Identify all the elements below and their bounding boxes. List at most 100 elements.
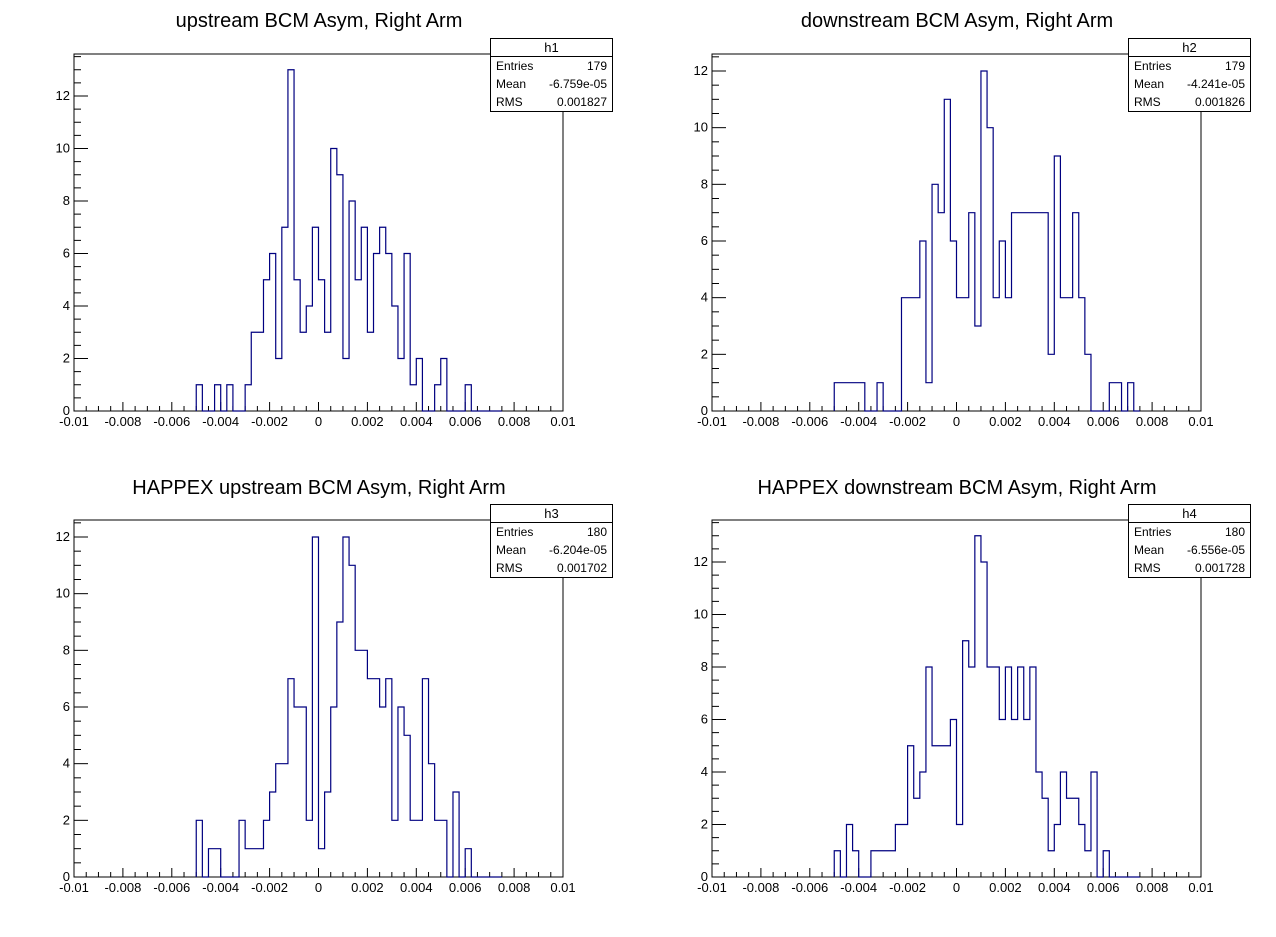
stats-row-mean: Mean -4.241e-05 bbox=[1129, 75, 1250, 93]
histogram-bin bbox=[1012, 720, 1018, 878]
histogram-bin bbox=[349, 565, 355, 877]
y-tick-label: 2 bbox=[63, 351, 70, 366]
histogram-bin bbox=[1018, 213, 1024, 411]
histogram-bin bbox=[1060, 772, 1066, 877]
x-tick-label: -0.004 bbox=[202, 880, 239, 895]
histogram-bin bbox=[1054, 825, 1060, 878]
stats-box: h4 Entries 180 Mean -6.556e-05 RMS 0.001728 bbox=[1128, 504, 1251, 578]
stats-value: 179 bbox=[1224, 59, 1245, 73]
histogram-bin bbox=[1030, 667, 1036, 877]
stats-box-name: h3 bbox=[491, 505, 612, 523]
histogram-bin bbox=[416, 820, 422, 877]
stats-row-rms: RMS 0.001827 bbox=[491, 93, 612, 111]
stats-value: 0.001728 bbox=[1194, 561, 1245, 575]
histogram-bin bbox=[422, 679, 428, 877]
x-tick-label: 0 bbox=[315, 414, 322, 429]
histogram-bin bbox=[355, 280, 361, 411]
stats-row-rms: RMS 0.001702 bbox=[491, 559, 612, 577]
histogram-bin bbox=[386, 679, 392, 877]
histogram-bin bbox=[196, 820, 202, 877]
histogram-bin bbox=[270, 792, 276, 877]
histogram-bin bbox=[343, 537, 349, 877]
stats-value: -6.759e-05 bbox=[548, 77, 607, 91]
stats-box-name: h2 bbox=[1129, 39, 1250, 57]
histogram-bin bbox=[987, 667, 993, 877]
y-tick-label: 10 bbox=[694, 607, 708, 622]
x-tick-label: 0.008 bbox=[1136, 414, 1169, 429]
y-tick-label: 8 bbox=[701, 176, 708, 191]
histogram-bin bbox=[957, 825, 963, 878]
x-tick-label: 0.01 bbox=[1188, 414, 1213, 429]
histogram-bin bbox=[975, 536, 981, 877]
y-tick-label: 6 bbox=[701, 233, 708, 248]
histogram-bin bbox=[410, 385, 416, 411]
histogram-bin bbox=[367, 679, 373, 877]
x-tick-label: 0.002 bbox=[351, 880, 384, 895]
y-tick-label: 10 bbox=[694, 120, 708, 135]
x-tick-label: 0.004 bbox=[400, 880, 433, 895]
histogram-bin bbox=[846, 825, 852, 878]
histogram-bin bbox=[355, 650, 361, 877]
y-tick-label: 0 bbox=[701, 869, 708, 884]
stats-label: Mean bbox=[1134, 543, 1165, 557]
y-tick-label: 4 bbox=[701, 290, 708, 305]
histogram-bin bbox=[227, 385, 233, 411]
x-tick-label: -0.006 bbox=[791, 414, 828, 429]
histogram-bin bbox=[453, 792, 459, 877]
histogram-bin bbox=[950, 241, 956, 411]
histogram-title: upstream BCM Asym, Right Arm bbox=[175, 10, 463, 32]
histogram-bin bbox=[288, 70, 294, 411]
histogram-bin bbox=[300, 332, 306, 411]
x-tick-label: 0.006 bbox=[449, 880, 482, 895]
histogram-bin bbox=[245, 849, 251, 877]
histogram-bin bbox=[1005, 298, 1011, 411]
histogram-bin bbox=[465, 849, 471, 877]
histogram-bin bbox=[871, 851, 877, 877]
histogram-bin bbox=[1085, 354, 1091, 411]
histogram-pad-h3: -0.01 -0.008 -0.006 -0.004 -0.002 0 0.002 0.004… bbox=[56, 519, 576, 895]
histogram-bin bbox=[331, 149, 337, 412]
histogram-bin bbox=[901, 825, 907, 878]
stats-box-name: h1 bbox=[491, 39, 612, 57]
stats-label: RMS bbox=[496, 95, 523, 109]
x-tick-label: 0.002 bbox=[351, 414, 384, 429]
stats-row-entries: Entries 180 bbox=[491, 523, 612, 541]
x-tick-label: -0.004 bbox=[202, 414, 239, 429]
histogram-bin bbox=[276, 764, 282, 877]
histogram-bin bbox=[926, 667, 932, 877]
histogram-line bbox=[833, 70, 1140, 412]
histogram-bin bbox=[312, 537, 318, 877]
histogram-bin bbox=[239, 820, 245, 877]
histogram-bin bbox=[1048, 851, 1054, 877]
histogram-bin bbox=[331, 707, 337, 877]
stats-row-rms: RMS 0.001826 bbox=[1129, 93, 1250, 111]
histogram-bin bbox=[877, 851, 883, 877]
stats-label: RMS bbox=[1134, 95, 1161, 109]
histogram-bin bbox=[963, 641, 969, 877]
x-tick-label: 0.008 bbox=[1136, 880, 1169, 895]
y-tick-label: 4 bbox=[63, 298, 70, 313]
stats-row-entries: Entries 179 bbox=[491, 57, 612, 75]
x-tick-label: 0 bbox=[315, 880, 322, 895]
y-tick-label: 8 bbox=[63, 193, 70, 208]
histogram-bin bbox=[251, 849, 257, 877]
histogram-pad-h1: -0.01 -0.008 -0.006 -0.004 -0.002 0 0.002 0.004… bbox=[56, 53, 576, 429]
histogram-bin bbox=[908, 746, 914, 877]
histogram-pad-h2: -0.01 -0.008 -0.006 -0.004 -0.002 0 0.002 0.004… bbox=[694, 53, 1214, 429]
histogram-bin bbox=[441, 820, 447, 877]
histogram-bin bbox=[300, 707, 306, 877]
y-tick-label: 10 bbox=[56, 141, 70, 156]
histogram-bin bbox=[846, 383, 852, 411]
histogram-bin bbox=[208, 849, 214, 877]
histogram-bin bbox=[963, 298, 969, 411]
histogram-line bbox=[195, 536, 502, 878]
histogram-bin bbox=[1024, 213, 1030, 411]
x-tick-label: 0 bbox=[953, 414, 960, 429]
histogram-bin bbox=[374, 254, 380, 412]
x-tick-label: -0.006 bbox=[791, 880, 828, 895]
stats-box: h1 Entries 179 Mean -6.759e-05 RMS 0.001827 bbox=[490, 38, 613, 112]
x-tick-label: 0.004 bbox=[1038, 414, 1071, 429]
histogram-bin bbox=[999, 720, 1005, 878]
histogram-bin bbox=[1103, 851, 1109, 877]
